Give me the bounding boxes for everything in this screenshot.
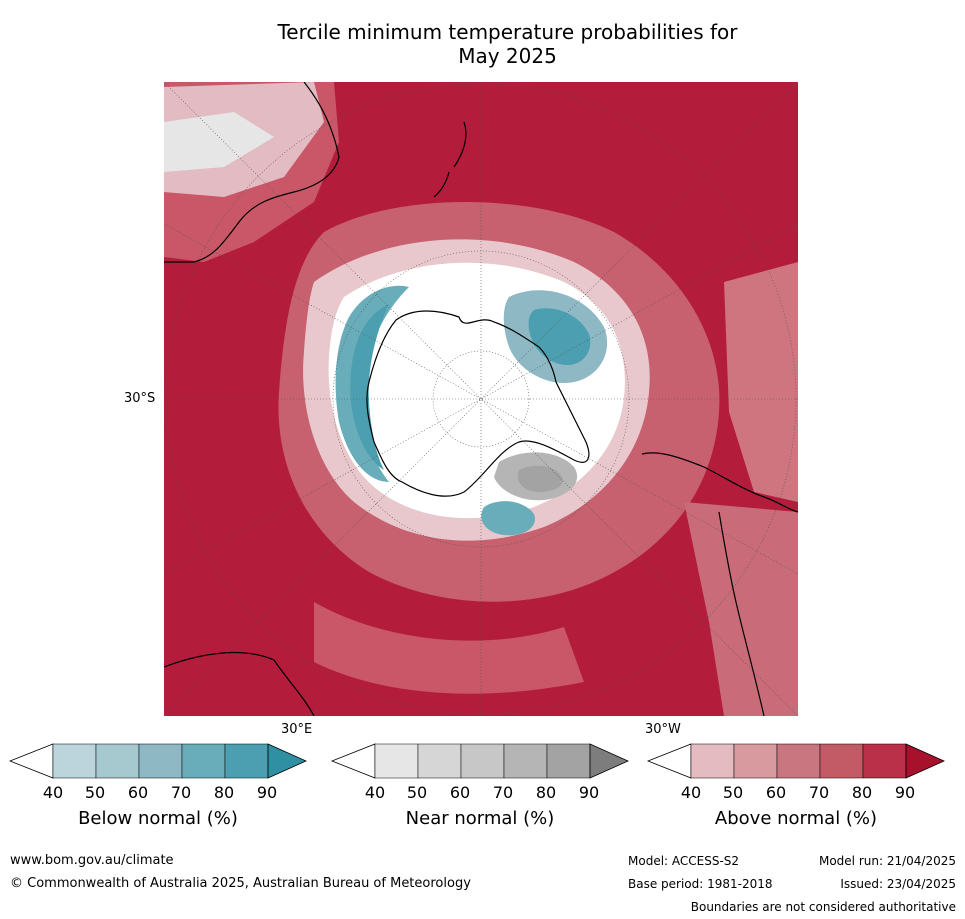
colorbar-segment bbox=[460, 743, 505, 779]
tick-label: 40 bbox=[680, 783, 702, 802]
tick-label: 60 bbox=[765, 783, 787, 802]
tick-label: 80 bbox=[851, 783, 873, 802]
longitude-label-30w: 30°W bbox=[645, 722, 681, 737]
region-above-light-south bbox=[314, 602, 584, 694]
tick-label: 40 bbox=[364, 783, 386, 802]
tick-label: 70 bbox=[170, 783, 192, 802]
colorbar-segment bbox=[776, 743, 821, 779]
region-below-northeast-core bbox=[528, 308, 591, 366]
map-title-line2: May 2025 bbox=[458, 44, 557, 68]
region-below-south bbox=[481, 501, 535, 536]
colorbar-segment bbox=[690, 743, 735, 779]
tick-label: 60 bbox=[127, 783, 149, 802]
colorbar-extension-low bbox=[8, 743, 54, 779]
colorbar-segment bbox=[52, 743, 97, 779]
map-title-line1: Tercile minimum temperature probabilitie… bbox=[277, 20, 738, 44]
tick-label: 60 bbox=[449, 783, 471, 802]
legend-below-normal-title: Below normal (%) bbox=[78, 808, 238, 829]
colorbar-extension-high bbox=[267, 743, 307, 779]
region-below-west-core bbox=[350, 304, 389, 470]
map-title: Tercile minimum temperature probabilitie… bbox=[200, 20, 815, 68]
region-near-south-east-core bbox=[517, 465, 563, 492]
footer-url: www.bom.gov.au/climate bbox=[10, 853, 174, 868]
tick-label: 50 bbox=[722, 783, 744, 802]
colorbar-segment bbox=[181, 743, 226, 779]
footer-disclaimer: Boundaries are not considered authoritat… bbox=[690, 900, 956, 914]
africa-coastline bbox=[164, 651, 315, 716]
tick-label: 50 bbox=[406, 783, 428, 802]
legend-near-normal-colorbar bbox=[330, 743, 629, 779]
tick-label: 50 bbox=[84, 783, 106, 802]
tick-label: 40 bbox=[42, 783, 64, 802]
tick-label: 80 bbox=[213, 783, 235, 802]
region-above-light-se bbox=[684, 502, 798, 716]
tick-label: 80 bbox=[535, 783, 557, 802]
colorbar-extension-low bbox=[646, 743, 692, 779]
colorbar-segment bbox=[546, 743, 591, 779]
region-near-nw bbox=[164, 112, 274, 172]
footer-copyright: © Commonwealth of Australia 2025, Austra… bbox=[10, 876, 471, 891]
latitude-label-30s: 30°S bbox=[124, 391, 156, 406]
legend-near-normal-title: Near normal (%) bbox=[405, 808, 555, 829]
colorbar-segment bbox=[374, 743, 419, 779]
colorbar-segment bbox=[733, 743, 778, 779]
region-below-west-arc bbox=[335, 285, 409, 482]
tick-label: 90 bbox=[256, 783, 278, 802]
region-above-light-e bbox=[724, 262, 798, 502]
colorbar-segment bbox=[138, 743, 183, 779]
footer-base-period: Base period: 1981-2018 bbox=[628, 877, 773, 891]
graticule bbox=[164, 82, 798, 716]
colorbar-segment bbox=[95, 743, 140, 779]
colorbar-extension-low bbox=[330, 743, 376, 779]
new-zealand-coastline bbox=[433, 121, 467, 198]
legend-above-normal-title: Above normal (%) bbox=[714, 808, 878, 829]
colorbar-segment bbox=[819, 743, 864, 779]
colorbar-segment bbox=[503, 743, 548, 779]
colorbar-segment bbox=[417, 743, 462, 779]
colorbar-extension-high bbox=[589, 743, 629, 779]
antarctica-coastline bbox=[366, 310, 590, 497]
tick-label: 70 bbox=[808, 783, 830, 802]
australia-coastline bbox=[164, 82, 340, 263]
legend-above-normal-colorbar bbox=[646, 743, 945, 779]
tick-label: 90 bbox=[578, 783, 600, 802]
colorbar-segment bbox=[862, 743, 907, 779]
footer-model-run: Model run: 21/04/2025 bbox=[818, 854, 956, 868]
colorbar-extension-high bbox=[905, 743, 945, 779]
legend-below-normal-colorbar bbox=[8, 743, 307, 779]
longitude-label-30e: 30°E bbox=[281, 722, 313, 737]
south-america-coastline bbox=[641, 452, 798, 716]
tick-label: 70 bbox=[492, 783, 514, 802]
map-canvas bbox=[164, 82, 798, 716]
tick-label: 90 bbox=[894, 783, 916, 802]
footer-model: Model: ACCESS-S2 bbox=[628, 854, 740, 868]
probability-map bbox=[164, 82, 798, 716]
footer-issued: Issued: 23/04/2025 bbox=[840, 877, 956, 891]
colorbar-segment bbox=[224, 743, 269, 779]
